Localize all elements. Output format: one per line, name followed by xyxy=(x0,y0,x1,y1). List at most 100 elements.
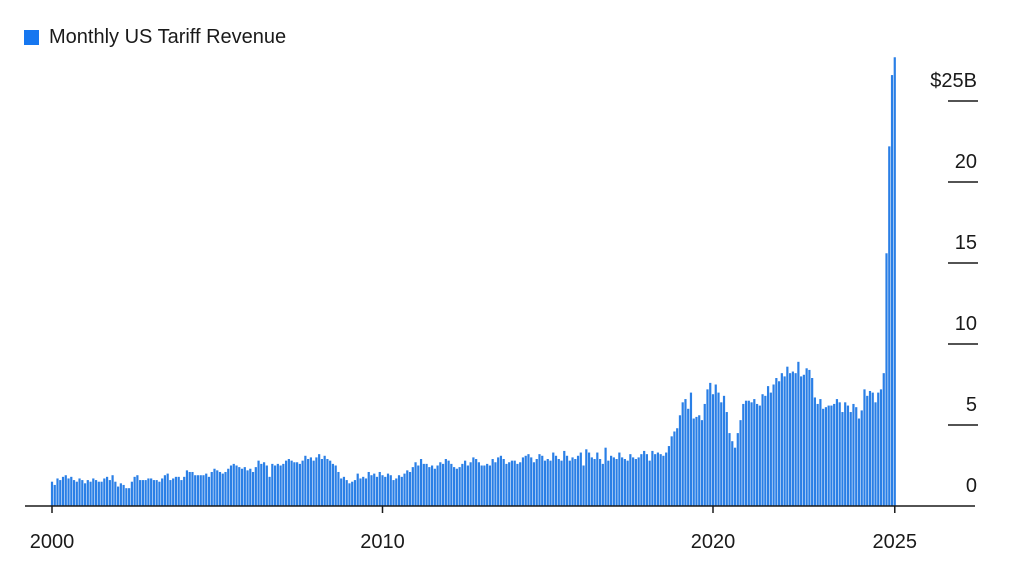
bar xyxy=(667,446,671,506)
bar xyxy=(83,483,87,506)
bar xyxy=(656,452,660,506)
bar xyxy=(596,452,599,506)
bar xyxy=(227,468,230,506)
bar xyxy=(863,389,866,506)
bar xyxy=(296,462,299,506)
bar xyxy=(626,460,629,506)
bar xyxy=(469,462,472,506)
bar xyxy=(287,459,290,506)
legend: Monthly US Tariff Revenue xyxy=(24,26,286,49)
bar xyxy=(81,480,84,506)
bar xyxy=(56,478,59,506)
bar xyxy=(477,462,480,506)
bar xyxy=(185,470,189,506)
bar xyxy=(800,376,803,506)
bar xyxy=(629,454,632,506)
bar xyxy=(698,415,701,506)
bar xyxy=(216,470,219,506)
bar xyxy=(554,455,558,506)
bar xyxy=(304,455,307,506)
bar xyxy=(348,483,351,506)
bar xyxy=(144,480,147,506)
bar xyxy=(475,459,478,506)
bar xyxy=(499,455,503,506)
bar xyxy=(249,468,252,506)
bar xyxy=(885,253,888,506)
y-tick-label: 0 xyxy=(966,475,977,497)
y-tick-label: 20 xyxy=(955,151,977,173)
bar xyxy=(497,457,500,506)
bar xyxy=(342,476,346,506)
bar xyxy=(494,462,497,506)
bar xyxy=(75,481,78,506)
bar xyxy=(147,478,150,506)
bar xyxy=(670,436,673,506)
bar xyxy=(111,475,114,506)
bar xyxy=(615,459,618,506)
bar xyxy=(97,481,100,506)
bar xyxy=(791,371,794,506)
bar xyxy=(557,459,560,506)
bar xyxy=(334,465,337,506)
bar xyxy=(739,420,742,506)
bar xyxy=(180,480,183,506)
bar xyxy=(747,400,750,506)
bar xyxy=(488,465,492,506)
bar xyxy=(290,460,293,506)
bar xyxy=(72,480,76,506)
bar xyxy=(789,373,792,506)
bar xyxy=(722,395,726,506)
bar xyxy=(587,452,591,506)
bar xyxy=(838,402,841,506)
bar xyxy=(654,454,657,506)
bar xyxy=(604,447,607,506)
bar xyxy=(392,480,395,506)
bar xyxy=(855,407,858,506)
bar xyxy=(139,480,142,506)
bar xyxy=(486,463,489,506)
bar xyxy=(61,476,65,506)
bar xyxy=(645,454,648,506)
bar xyxy=(331,463,335,506)
bar xyxy=(218,471,222,506)
bar xyxy=(662,455,665,506)
bar xyxy=(893,57,896,506)
bar xyxy=(461,463,464,506)
bar xyxy=(320,459,324,506)
bar xyxy=(519,462,522,506)
bar xyxy=(210,471,213,506)
bar xyxy=(119,483,122,506)
bar xyxy=(590,457,593,506)
bar xyxy=(384,476,387,506)
bar xyxy=(733,447,737,506)
bar xyxy=(262,462,266,506)
bar xyxy=(273,465,277,506)
bar xyxy=(565,455,569,506)
bar xyxy=(447,460,450,506)
bar xyxy=(141,480,144,506)
bar xyxy=(830,405,833,506)
bar xyxy=(150,478,153,506)
bar xyxy=(122,484,125,506)
bar xyxy=(92,478,95,506)
bar xyxy=(207,476,211,506)
bar xyxy=(665,452,668,506)
bar xyxy=(753,399,756,506)
bar xyxy=(408,471,412,506)
bar xyxy=(417,465,420,506)
bar xyxy=(359,478,362,506)
bar xyxy=(191,471,194,506)
bar xyxy=(772,384,775,506)
bar xyxy=(70,476,73,506)
bar xyxy=(681,402,684,506)
bar xyxy=(797,361,800,506)
bar xyxy=(877,392,880,506)
bar xyxy=(758,405,761,506)
bar xyxy=(293,462,296,506)
bar xyxy=(524,455,527,506)
bar xyxy=(441,463,445,506)
bar xyxy=(852,403,855,506)
bar xyxy=(172,478,175,506)
bar xyxy=(711,394,715,506)
